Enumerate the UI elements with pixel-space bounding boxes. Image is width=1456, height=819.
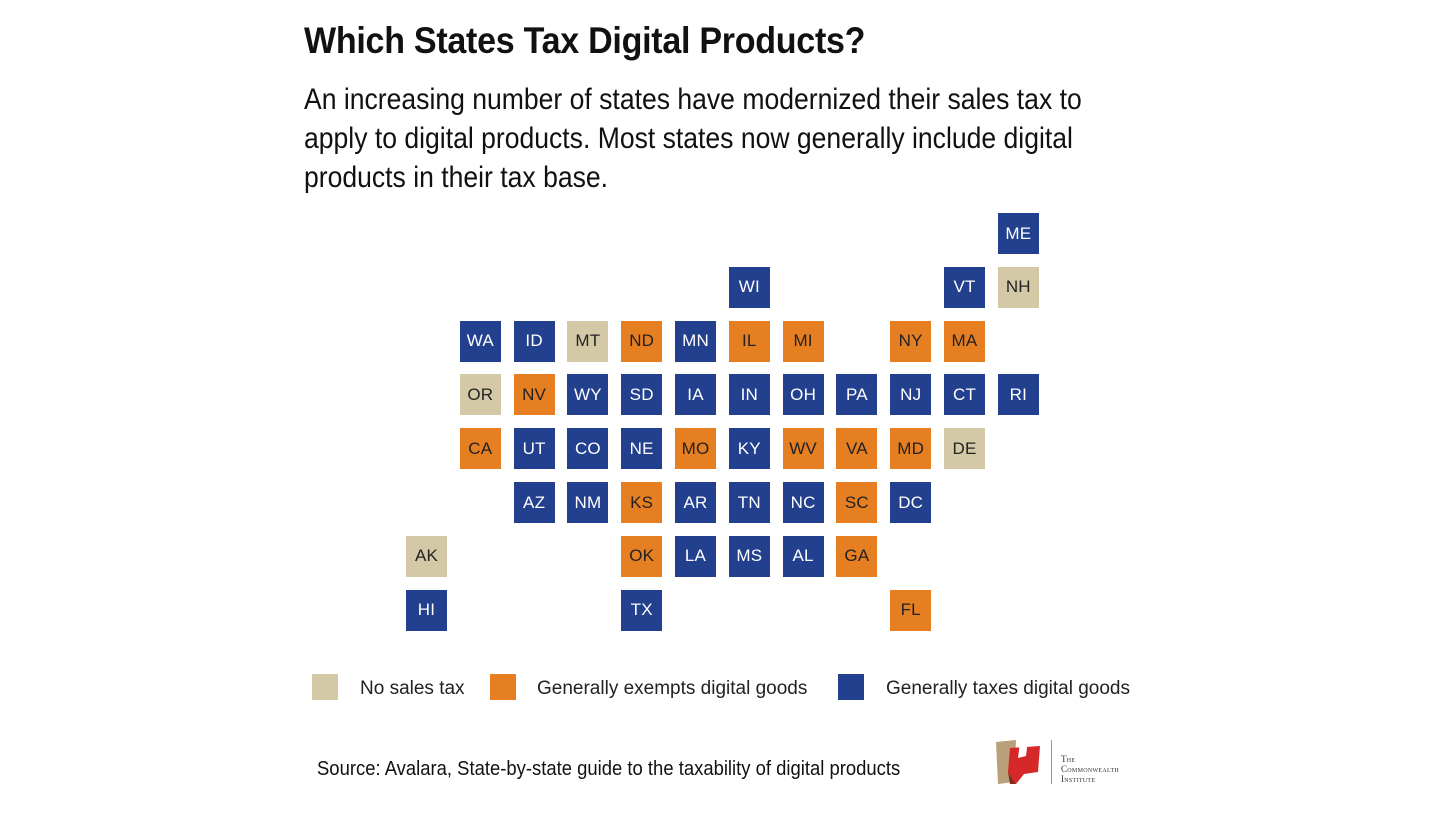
state-tile-id: ID (513, 320, 555, 362)
state-tile-az: AZ (513, 482, 555, 523)
state-tile-ca: CA (459, 428, 501, 470)
logo-line: Institute (1061, 774, 1096, 784)
state-tile-wi: WI (728, 266, 770, 308)
state-tile-dc: DC (890, 482, 932, 523)
state-tile-wa: WA (459, 320, 501, 362)
state-tile-ms: MS (728, 535, 770, 577)
legend: No sales tax Generally exempts digital g… (0, 674, 1456, 704)
state-tile-nh: NH (997, 266, 1039, 308)
legend-label-no-sales-tax: No sales tax (360, 678, 465, 699)
state-tile-hi: HI (406, 589, 447, 631)
state-tile-la: LA (675, 535, 716, 577)
source-note: Source: Avalara, State-by-state guide to… (317, 757, 901, 780)
logo-divider (1051, 740, 1052, 784)
page-title: Which States Tax Digital Products? (304, 20, 866, 61)
state-tile-ky: KY (728, 428, 770, 470)
state-tile-de: DE (944, 428, 985, 470)
state-tile-ar: AR (675, 482, 716, 523)
state-tile-md: MD (890, 428, 932, 470)
state-tile-ct: CT (944, 374, 985, 416)
subtitle-line: An increasing number of states have mode… (304, 83, 1082, 116)
state-tile-ri: RI (997, 374, 1039, 416)
state-tile-tn: TN (728, 482, 770, 523)
state-tile-co: CO (567, 428, 609, 470)
legend-label-exempts: Generally exempts digital goods (537, 678, 808, 699)
page-subtitle: An increasing number of states have mode… (304, 80, 1096, 197)
state-tile-ak: AK (406, 535, 447, 577)
state-tile-oh: OH (782, 374, 824, 416)
state-tile-or: OR (459, 374, 501, 416)
subtitle-line: products in their tax base. (304, 161, 609, 194)
commonwealth-institute-logo-icon (996, 740, 1040, 784)
state-tile-ny: NY (890, 320, 932, 362)
state-tile-il: IL (728, 320, 770, 362)
state-tile-mt: MT (567, 320, 609, 362)
state-tile-nm: NM (567, 482, 609, 523)
state-tile-ok: OK (621, 535, 663, 577)
state-tile-ut: UT (513, 428, 555, 470)
state-tile-me: ME (997, 213, 1039, 254)
state-tile-sc: SC (836, 482, 878, 523)
state-tile-wy: WY (567, 374, 609, 416)
state-tile-vt: VT (944, 266, 985, 308)
state-tile-sd: SD (621, 374, 663, 416)
state-tile-tx: TX (621, 589, 663, 631)
state-tile-al: AL (782, 535, 824, 577)
logo-line: Commonwealth (1061, 764, 1120, 774)
state-tile-ks: KS (621, 482, 663, 523)
state-tile-ia: IA (675, 374, 716, 416)
state-tile-nj: NJ (890, 374, 932, 416)
state-tile-va: VA (836, 428, 878, 470)
state-tile-ne: NE (621, 428, 663, 470)
legend-swatch-taxes (838, 674, 864, 700)
logo-line: The (1061, 754, 1076, 764)
state-tile-mo: MO (675, 428, 716, 470)
legend-label-taxes: Generally taxes digital goods (886, 678, 1130, 699)
state-tile-mn: MN (675, 320, 716, 362)
subtitle-line: apply to digital products. Most states n… (304, 122, 1073, 155)
state-tile-nd: ND (621, 320, 663, 362)
state-tile-wv: WV (782, 428, 824, 470)
state-tile-mi: MI (782, 320, 824, 362)
state-tile-fl: FL (890, 589, 932, 631)
state-tile-pa: PA (836, 374, 878, 416)
state-tile-nv: NV (513, 374, 555, 416)
state-tile-in: IN (728, 374, 770, 416)
logo-wordmark: The Commonwealth Institute (1061, 754, 1119, 784)
state-tile-ga: GA (836, 535, 878, 577)
state-tile-nc: NC (782, 482, 824, 523)
legend-swatch-exempts (490, 674, 516, 700)
state-tile-ma: MA (944, 320, 985, 362)
legend-swatch-no-sales-tax (312, 674, 338, 700)
